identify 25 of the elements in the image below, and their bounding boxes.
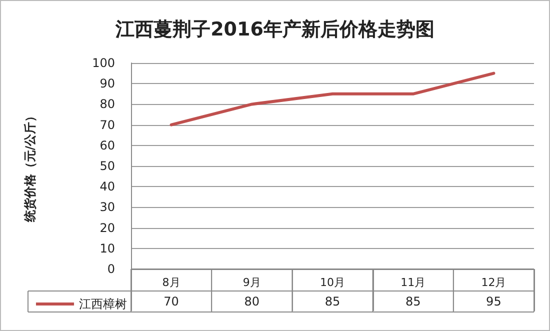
y-tick-label: 10: [100, 241, 115, 256]
data-label: 80: [244, 294, 260, 308]
y-tick-label: 50: [100, 159, 115, 173]
line-series: [170, 72, 496, 126]
x-tick-label: 11月: [400, 276, 426, 289]
y-tick-label: 30: [100, 200, 115, 214]
legend-label: 江西樟树: [79, 297, 127, 311]
data-label: 95: [486, 294, 502, 308]
y-tick-label: 90: [100, 76, 115, 91]
y-axis-title: 统货价格（元/公斤）: [23, 110, 37, 224]
x-tick-label: 8月: [162, 276, 180, 289]
y-tick-label: 40: [100, 180, 115, 194]
y-tick-label: 60: [100, 138, 115, 152]
chart-title: 江西蔓荆子2016年产新后价格走势图: [114, 18, 434, 40]
x-tick-label: 12月: [481, 276, 506, 289]
x-tick-label: 10月: [320, 276, 345, 289]
y-tick-label: 20: [100, 220, 115, 235]
y-tick-label: 70: [100, 118, 115, 132]
x-tick-label: 9月: [242, 276, 261, 289]
y-tick-label: 100: [92, 56, 115, 70]
y-tick-label: 80: [100, 97, 115, 112]
data-label: 70: [164, 294, 179, 308]
y-tick-label: 0: [107, 262, 115, 276]
data-label: 85: [324, 294, 340, 308]
data-label: 85: [405, 294, 421, 308]
